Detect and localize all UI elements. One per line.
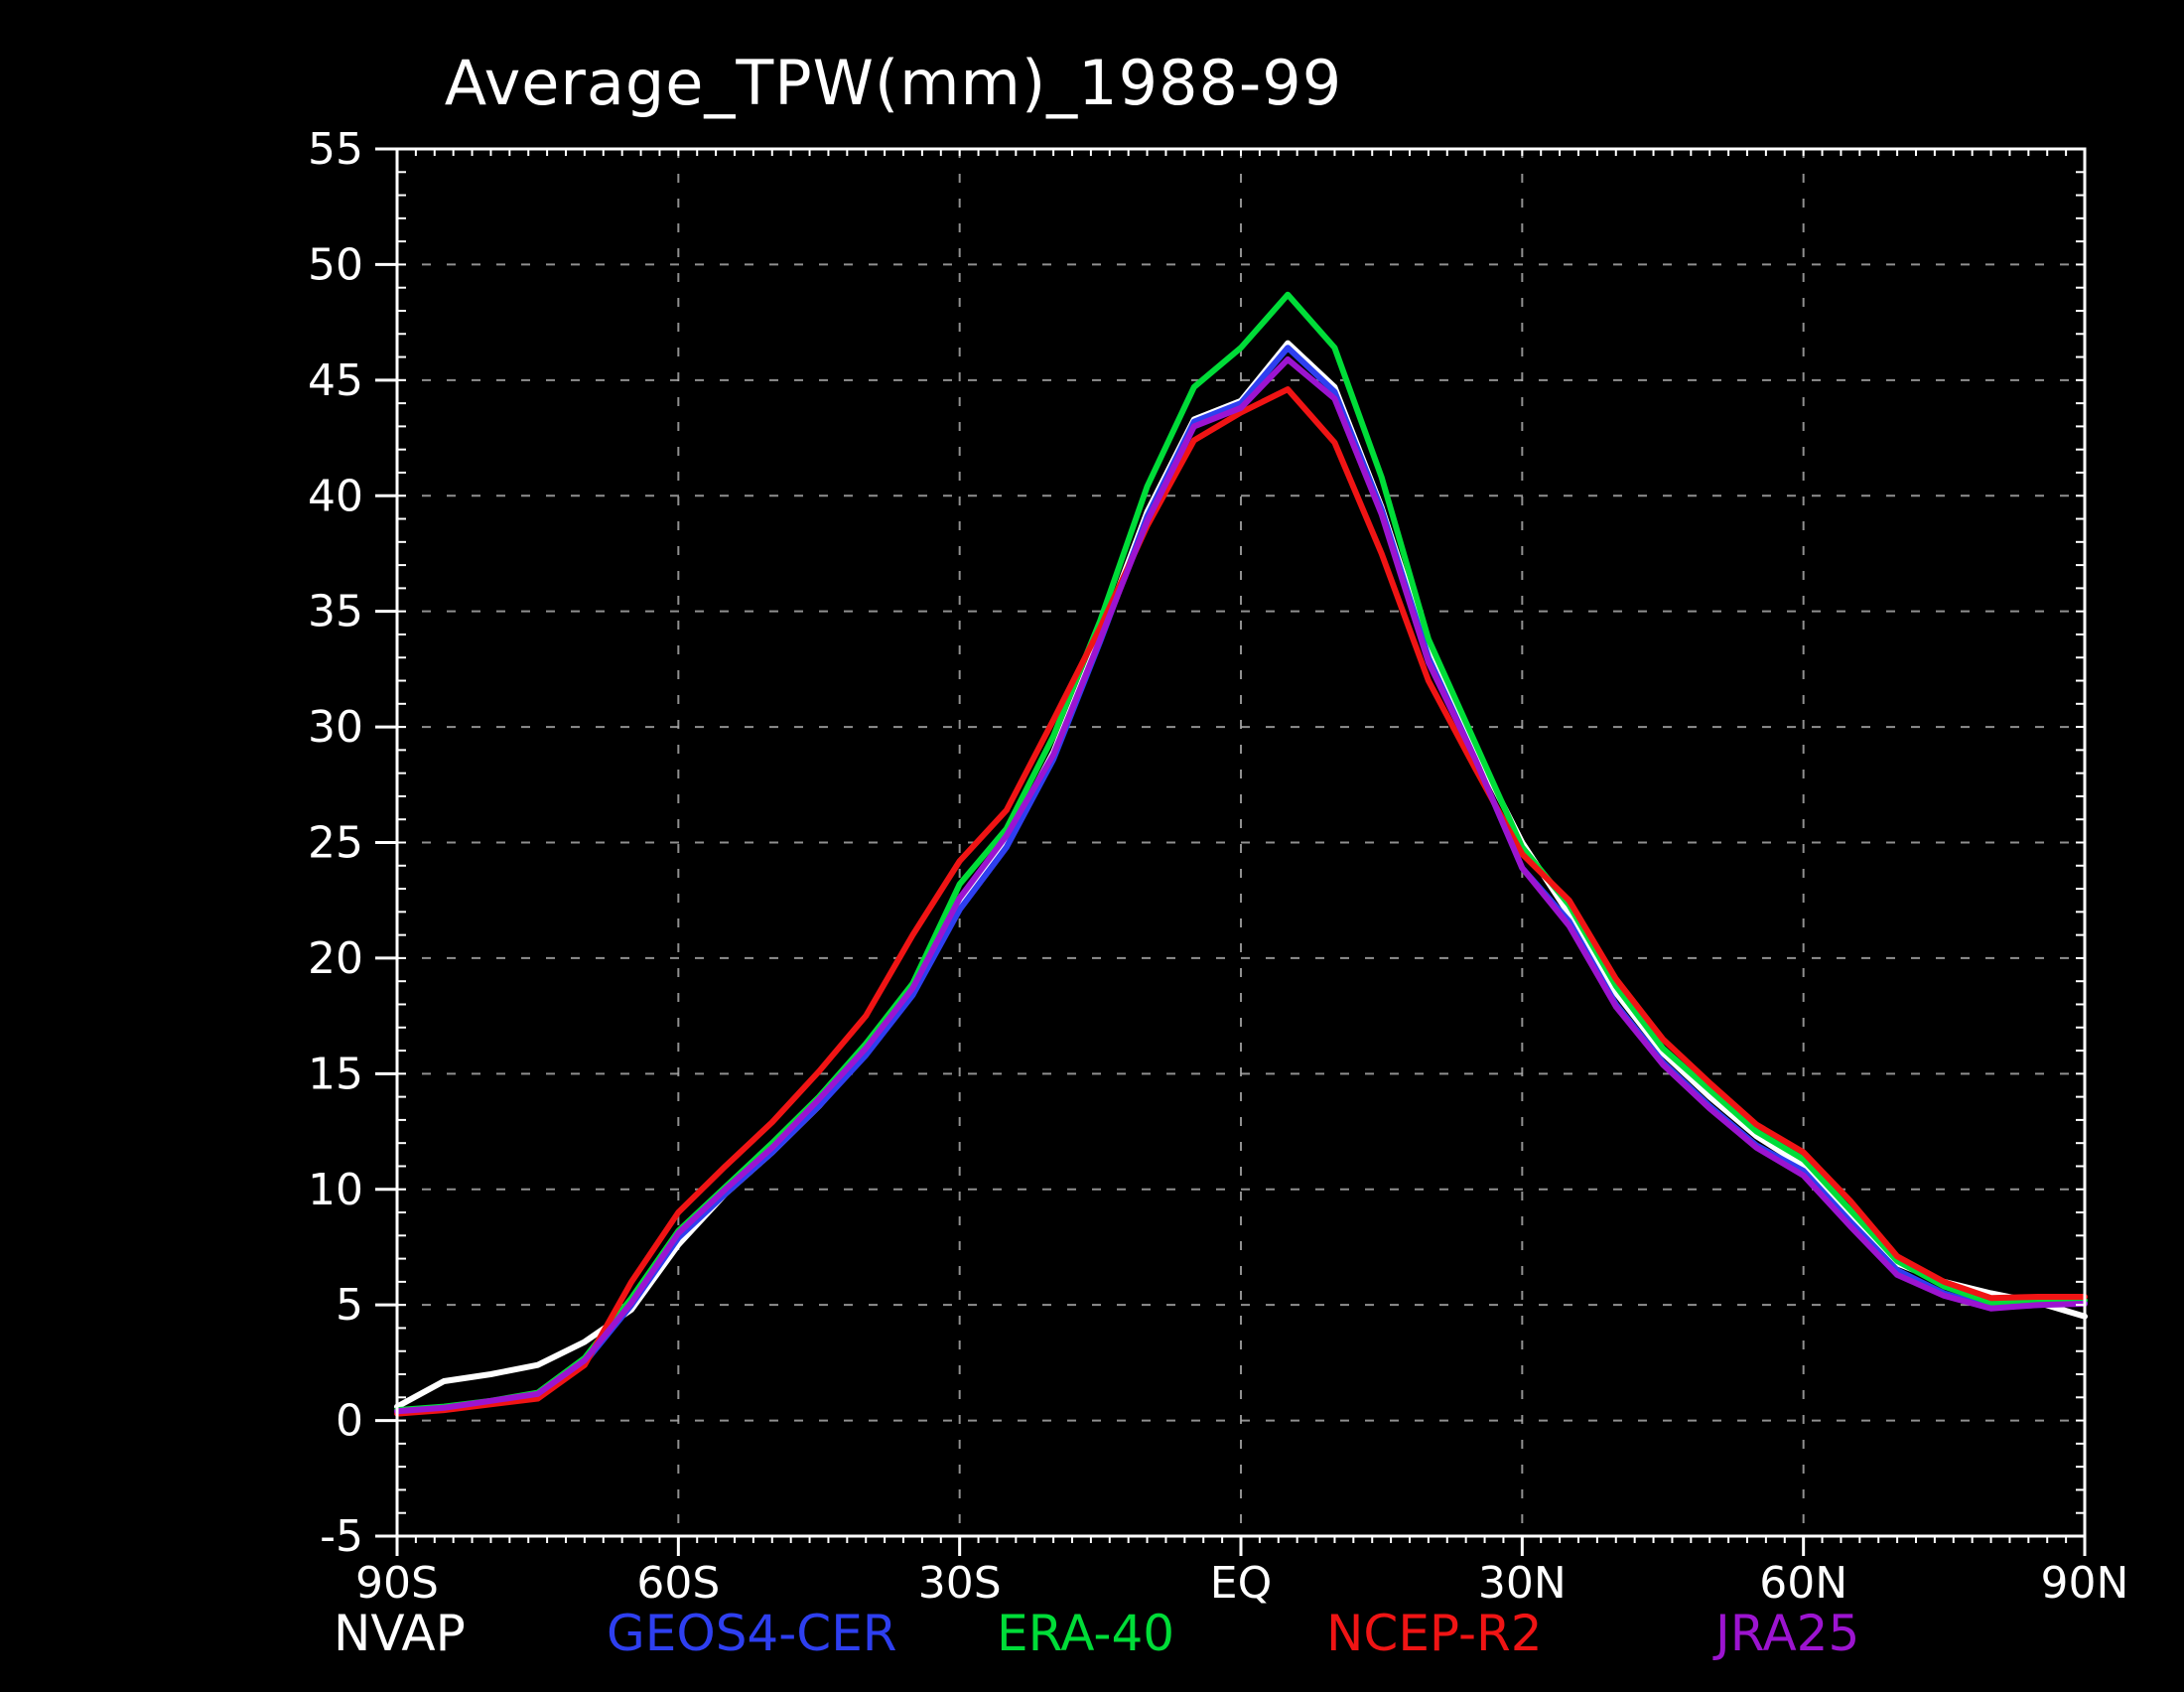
y-tick-label: 0 bbox=[336, 1396, 363, 1447]
legend-item-ncep-r2: NCEP-R2 bbox=[1326, 1605, 1543, 1662]
y-tick-label: 35 bbox=[308, 587, 363, 637]
y-tick-label: 10 bbox=[308, 1165, 363, 1215]
x-tick-label: 30N bbox=[1478, 1558, 1567, 1609]
y-tick-label: 40 bbox=[308, 471, 363, 521]
chart-title: Average_TPW(mm)_1988-99 bbox=[445, 47, 1342, 119]
axes bbox=[375, 147, 2087, 1556]
data-series bbox=[394, 291, 2088, 1417]
y-axis-tick-labels: -5 0 5 10 15 20 25 30 35 40 45 50 55 bbox=[308, 124, 363, 1562]
x-tick-label: 90N bbox=[2041, 1558, 2129, 1609]
x-tick-label: 30S bbox=[918, 1558, 1002, 1609]
legend-item-geos4-cer: GEOS4-CER bbox=[607, 1605, 897, 1662]
y-tick-label: 15 bbox=[308, 1049, 363, 1099]
y-tick-label: 20 bbox=[308, 933, 363, 984]
y-tick-label: 50 bbox=[308, 239, 363, 290]
y-tick-label: 30 bbox=[308, 702, 363, 753]
series-line-ncep-r2 bbox=[394, 386, 2088, 1417]
y-tick-label: 5 bbox=[336, 1280, 363, 1331]
y-tick-label: -5 bbox=[320, 1511, 363, 1562]
x-axis-tick-labels: 90S 60S 30S EQ 30N 60N 90N bbox=[355, 1558, 2128, 1609]
y-tick-label: 55 bbox=[308, 124, 363, 175]
gridlines bbox=[397, 149, 2085, 1536]
series-line-jra25 bbox=[394, 355, 2088, 1415]
x-tick-label: 60N bbox=[1759, 1558, 1847, 1609]
x-tick-label: 60S bbox=[636, 1558, 720, 1609]
legend-item-nvap: NVAP bbox=[334, 1605, 466, 1662]
chart-legend: NVAP GEOS4-CER ERA-40 NCEP-R2 JRA25 bbox=[334, 1605, 1859, 1662]
x-tick-label: 90S bbox=[355, 1558, 439, 1609]
x-tick-label: EQ bbox=[1210, 1558, 1272, 1609]
y-tick-label: 45 bbox=[308, 355, 363, 406]
y-tick-label: 25 bbox=[308, 818, 363, 869]
legend-item-jra25: JRA25 bbox=[1712, 1605, 1859, 1662]
legend-item-era-40: ERA-40 bbox=[997, 1605, 1174, 1662]
